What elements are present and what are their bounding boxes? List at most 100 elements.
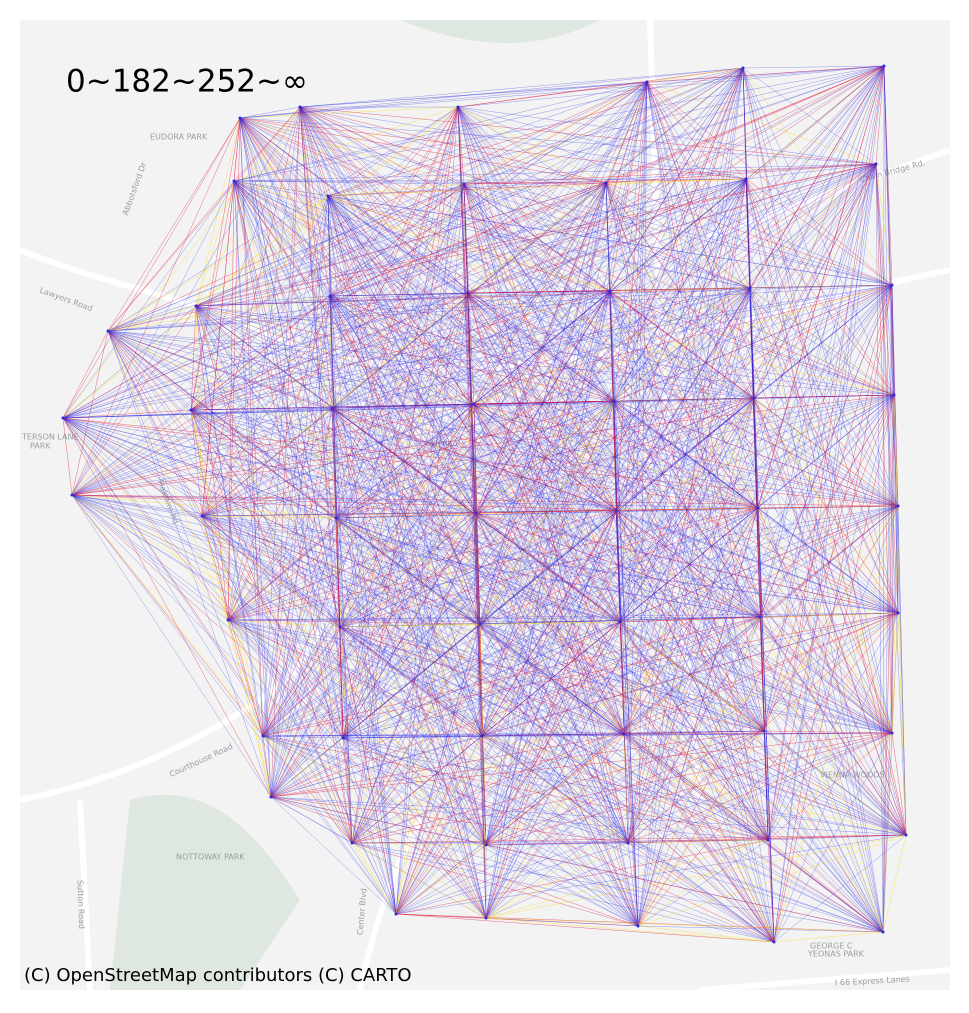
edge (623, 397, 755, 735)
edge (299, 106, 877, 165)
edge (615, 509, 907, 836)
edge (107, 330, 884, 933)
edge (262, 195, 329, 737)
node (269, 795, 273, 799)
edge (623, 733, 884, 933)
edge (882, 834, 907, 933)
edge (351, 842, 884, 933)
edge (270, 397, 755, 798)
edge (467, 292, 907, 836)
edge (239, 117, 893, 734)
edge (62, 417, 899, 507)
edge (195, 81, 648, 307)
edge (299, 106, 884, 933)
edge (619, 621, 893, 734)
node (766, 838, 770, 842)
edge (299, 106, 329, 197)
edge (335, 517, 487, 919)
edge (457, 106, 899, 507)
edge (763, 730, 775, 943)
map-label: TERSON LANE (21, 433, 79, 442)
edge (646, 81, 775, 943)
edge (745, 178, 775, 943)
edge (262, 287, 751, 737)
edge (233, 180, 639, 927)
edge (299, 106, 611, 292)
edge (767, 839, 775, 943)
edge (262, 735, 344, 739)
edge (637, 612, 899, 927)
edge (190, 183, 465, 411)
edge (195, 183, 465, 307)
edge (227, 619, 487, 919)
edge (485, 507, 759, 919)
edge (62, 287, 751, 419)
edge (342, 623, 481, 739)
edge (351, 842, 397, 915)
edge (233, 180, 344, 739)
edge (395, 913, 639, 927)
edge (342, 737, 487, 846)
edge (646, 81, 884, 933)
edge (757, 507, 907, 836)
edge (233, 65, 885, 182)
edge (327, 67, 744, 197)
node (350, 841, 354, 845)
edge (615, 509, 899, 614)
edge (627, 612, 899, 844)
edge (473, 403, 765, 732)
edge (773, 612, 899, 943)
edge (195, 290, 611, 307)
edge (327, 195, 617, 511)
edge (891, 284, 899, 614)
node (881, 930, 885, 934)
edge (262, 735, 487, 919)
node (890, 283, 894, 287)
edge (339, 626, 769, 841)
edge (351, 509, 617, 844)
edge (473, 403, 621, 623)
edge (270, 507, 759, 798)
edge (71, 494, 397, 915)
edge (473, 403, 899, 507)
edge (201, 290, 611, 517)
edge (481, 735, 884, 933)
edge (351, 621, 621, 844)
edge (329, 295, 775, 943)
edge (107, 330, 397, 915)
edge (749, 287, 899, 507)
node (338, 625, 342, 629)
edge (227, 117, 241, 621)
edge (613, 400, 775, 943)
edge (457, 106, 629, 844)
edge (262, 735, 397, 915)
edge (329, 163, 877, 297)
edge (339, 626, 884, 933)
edge (327, 195, 639, 927)
node (762, 729, 766, 733)
edge (627, 505, 899, 844)
edge (299, 106, 469, 294)
edge (646, 81, 899, 614)
edge (463, 183, 629, 844)
edge (331, 290, 611, 409)
edge (262, 735, 272, 798)
edge (262, 612, 899, 737)
edge (195, 305, 264, 737)
edge (329, 295, 353, 844)
edge (107, 330, 639, 927)
edge (327, 195, 615, 402)
edge (195, 305, 344, 739)
edge (339, 81, 648, 628)
edge (773, 394, 895, 943)
edge (239, 117, 607, 184)
edge (395, 163, 877, 915)
edge (227, 106, 301, 621)
edge (351, 284, 893, 844)
edge (351, 505, 899, 844)
edge (270, 796, 639, 927)
edge (485, 917, 884, 933)
edge (773, 284, 893, 943)
edge (485, 163, 877, 919)
edge (329, 295, 639, 927)
